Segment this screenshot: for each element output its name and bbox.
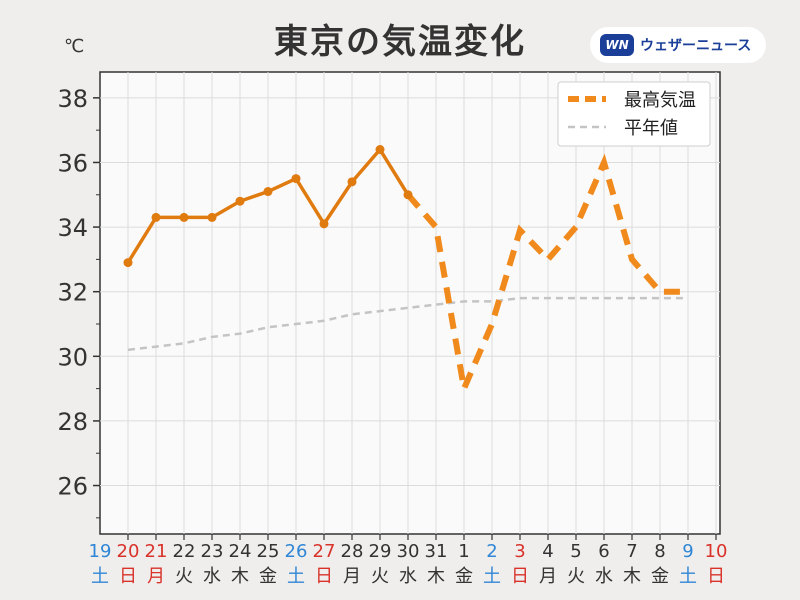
x-tick-date-label: 19 bbox=[89, 541, 112, 562]
x-tick-weekday-label: 火 bbox=[175, 566, 193, 587]
observed-point bbox=[123, 258, 133, 268]
y-tick-label: 28 bbox=[57, 408, 88, 436]
x-tick-weekday-label: 水 bbox=[595, 566, 613, 587]
observed-point bbox=[319, 219, 329, 229]
x-tick-weekday-label: 水 bbox=[399, 566, 417, 587]
x-tick-weekday-label: 土 bbox=[91, 566, 109, 587]
y-tick-label: 38 bbox=[57, 85, 88, 113]
x-tick-date-label: 4 bbox=[542, 541, 553, 562]
x-tick-date-label: 8 bbox=[654, 541, 665, 562]
x-tick-weekday-label: 火 bbox=[371, 566, 389, 587]
x-tick-weekday-label: 日 bbox=[511, 566, 529, 587]
x-tick-weekday-label: 月 bbox=[343, 566, 361, 587]
observed-point bbox=[263, 187, 273, 197]
series-normal-line bbox=[127, 296, 688, 352]
x-tick-date-label: 28 bbox=[341, 541, 364, 562]
x-tick-weekday-label: 月 bbox=[147, 566, 165, 587]
y-axis-unit: ℃ bbox=[64, 36, 85, 57]
x-tick-date-label: 31 bbox=[425, 541, 448, 562]
x-tick-date-label: 26 bbox=[285, 541, 308, 562]
observed-point bbox=[375, 145, 385, 155]
observed-point bbox=[403, 190, 413, 200]
x-tick-weekday-label: 土 bbox=[287, 566, 305, 587]
observed-point bbox=[235, 196, 245, 206]
observed-point bbox=[179, 212, 189, 222]
x-tick-weekday-label: 日 bbox=[119, 566, 137, 587]
observed-point bbox=[291, 174, 301, 184]
brand-logo: WN ウェザーニュース bbox=[590, 27, 766, 63]
x-tick-weekday-label: 月 bbox=[539, 566, 557, 587]
legend-label-normal: 平年値 bbox=[624, 118, 678, 139]
x-tick-date-label: 10 bbox=[705, 541, 728, 562]
x-tick-date-label: 24 bbox=[229, 541, 252, 562]
x-tick-date-label: 25 bbox=[257, 541, 280, 562]
x-tick-date-label: 22 bbox=[173, 541, 196, 562]
x-tick-date-label: 20 bbox=[117, 541, 140, 562]
y-tick-label: 30 bbox=[57, 343, 88, 371]
x-tick-date-label: 21 bbox=[145, 541, 168, 562]
x-tick-date-label: 5 bbox=[570, 541, 581, 562]
x-tick-weekday-label: 木 bbox=[231, 566, 249, 587]
x-tick-weekday-label: 木 bbox=[427, 566, 445, 587]
x-tick-date-label: 9 bbox=[682, 541, 693, 562]
x-tick-date-label: 6 bbox=[598, 541, 609, 562]
x-tick-weekday-label: 水 bbox=[203, 566, 221, 587]
brand-logo-mark: WN bbox=[600, 34, 634, 56]
x-tick-weekday-label: 日 bbox=[707, 566, 725, 587]
brand-logo-name: ウェザーニュース bbox=[640, 38, 752, 54]
x-tick-date-label: 27 bbox=[313, 541, 336, 562]
x-tick-date-label: 30 bbox=[397, 541, 420, 562]
x-tick-weekday-label: 火 bbox=[567, 566, 585, 587]
x-tick-date-label: 29 bbox=[369, 541, 392, 562]
x-tick-date-label: 23 bbox=[201, 541, 224, 562]
y-tick-label: 32 bbox=[57, 279, 88, 307]
x-tick-date-label: 3 bbox=[514, 541, 525, 562]
chart-title: 東京の気温変化 bbox=[274, 22, 526, 62]
x-tick-weekday-label: 金 bbox=[455, 566, 473, 587]
observed-point bbox=[347, 177, 357, 187]
y-tick-label: 34 bbox=[57, 214, 88, 242]
x-tick-weekday-label: 日 bbox=[315, 566, 333, 587]
y-tick-label: 36 bbox=[57, 149, 88, 177]
observed-point bbox=[151, 212, 161, 222]
x-tick-weekday-label: 金 bbox=[259, 566, 277, 587]
x-tick-date-label: 2 bbox=[486, 541, 497, 562]
plot-area bbox=[99, 71, 721, 535]
legend-label-max-temp: 最高気温 bbox=[624, 90, 696, 111]
x-tick-weekday-label: 土 bbox=[679, 566, 697, 587]
observed-point bbox=[207, 212, 217, 222]
x-tick-weekday-label: 金 bbox=[651, 566, 669, 587]
x-tick-weekday-label: 土 bbox=[483, 566, 501, 587]
x-tick-date-label: 7 bbox=[626, 541, 637, 562]
x-tick-date-label: 1 bbox=[458, 541, 469, 562]
y-tick-label: 26 bbox=[57, 473, 88, 501]
x-tick-weekday-label: 木 bbox=[623, 566, 641, 587]
